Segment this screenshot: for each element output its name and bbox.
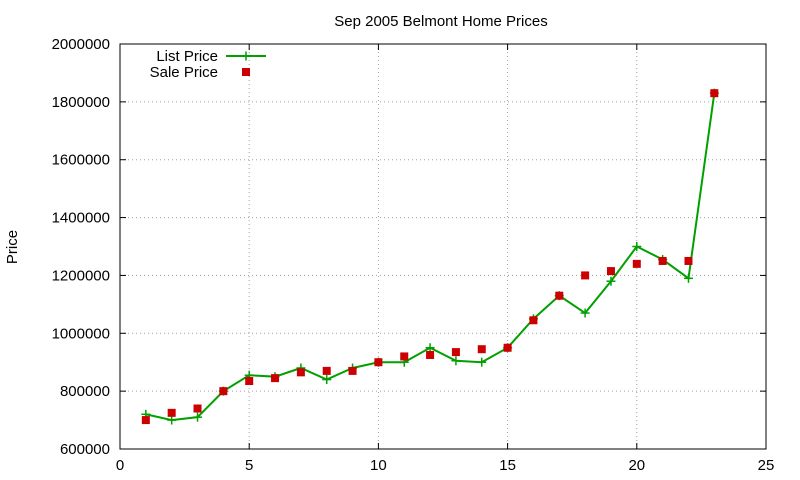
y-tick-label: 600000	[60, 441, 110, 458]
series-sale-price	[141, 89, 719, 425]
y-tick-label: 1800000	[52, 94, 110, 111]
chart-title: Sep 2005 Belmont Home Prices	[334, 13, 547, 30]
list-price-point	[580, 308, 590, 318]
sale-price-point	[193, 404, 202, 413]
legend-square-marker	[242, 68, 250, 76]
list-price-line	[145, 93, 716, 422]
sale-price-point	[348, 366, 357, 375]
y-tick-label: 2000000	[52, 36, 110, 53]
sale-price-point	[219, 387, 228, 396]
x-tick-label: 25	[758, 457, 775, 474]
sale-price-point	[632, 259, 641, 268]
list-price-point	[193, 412, 203, 422]
series-list-price	[141, 88, 719, 425]
sale-price-point	[296, 368, 305, 377]
list-price-point	[451, 356, 461, 366]
sale-price-point	[245, 377, 254, 386]
legend-plus-marker	[241, 51, 251, 61]
list-price-point	[322, 375, 332, 385]
list-price-point	[632, 242, 642, 251]
sale-price-point	[374, 358, 383, 367]
series-layer	[141, 88, 719, 425]
sale-price-point	[426, 350, 435, 359]
list-price-point	[425, 343, 435, 353]
sale-price-point	[400, 352, 409, 361]
x-tick-label: 15	[499, 457, 516, 474]
sale-price-point	[141, 416, 150, 425]
sale-price-point	[529, 316, 538, 325]
y-tick-label: 1400000	[52, 210, 110, 227]
sale-price-point	[477, 345, 486, 354]
sale-price-point	[684, 256, 693, 265]
grid	[120, 44, 766, 449]
plot-frame	[119, 43, 767, 450]
sale-price-point	[451, 348, 460, 357]
sale-price-point	[167, 408, 176, 417]
sale-price-point	[322, 366, 331, 375]
x-tick-label: 20	[628, 457, 645, 474]
list-price-point	[167, 415, 177, 425]
sale-price-point	[271, 374, 280, 383]
list-price-point	[683, 273, 693, 283]
x-tick-label: 10	[370, 457, 387, 474]
sale-price-point	[581, 271, 590, 280]
y-tick-label: 1200000	[52, 267, 110, 284]
x-tick-label: 0	[116, 457, 124, 474]
sale-price-point	[503, 343, 512, 352]
legend-label: Sale Price	[150, 64, 218, 81]
list-price-point	[606, 276, 616, 286]
y-axis-label: Price	[4, 230, 21, 264]
sale-price-point	[555, 291, 564, 300]
y-tick-label: 800000	[60, 383, 110, 400]
x-tick-label: 5	[245, 457, 253, 474]
axis-ticks: 0 5 10 15 20 25 600000 800000 1000000 1200000 1400…	[52, 36, 775, 474]
sale-price-point	[658, 256, 667, 265]
legend-label: List Price	[156, 48, 218, 65]
y-tick-label: 1000000	[52, 325, 110, 342]
sale-price-point	[606, 267, 615, 276]
list-price-point	[477, 357, 487, 367]
y-tick-label: 1600000	[52, 152, 110, 169]
sale-price-point	[710, 89, 719, 98]
